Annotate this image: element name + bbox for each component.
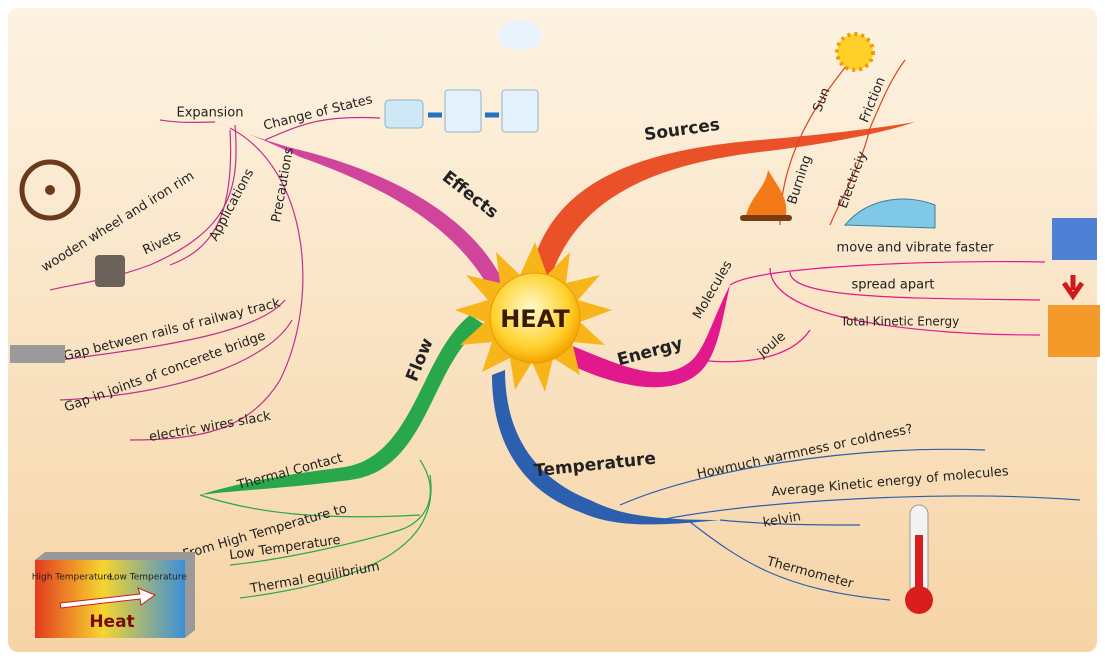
node-label: Total Kinetic Energy [840, 315, 960, 329]
rivet-plate [95, 255, 125, 287]
center-label: HEAT [500, 305, 570, 333]
node-label: spread apart [851, 278, 934, 293]
node-label: Expansion [177, 106, 244, 121]
heat-box: High Temperature Low Temperature Heat [32, 552, 195, 638]
hub [45, 185, 55, 195]
sun-icon [837, 34, 873, 70]
node-label: move and vibrate faster [837, 241, 995, 256]
hot-molecules [1048, 305, 1100, 357]
beaker [445, 90, 481, 132]
steam [498, 20, 542, 50]
cold-molecules [1052, 218, 1097, 260]
ice [385, 100, 423, 128]
log [740, 215, 792, 221]
box-title: Heat [89, 612, 134, 632]
mind-map: HEAT Effects Sources Energy Flow Tempera… [0, 0, 1105, 660]
sun-disc [837, 34, 873, 70]
box-label: High Temperature [32, 573, 113, 583]
beaker [502, 90, 538, 132]
bulb [905, 586, 933, 614]
box-label: Low Temperature [109, 573, 187, 583]
rail [10, 345, 65, 363]
